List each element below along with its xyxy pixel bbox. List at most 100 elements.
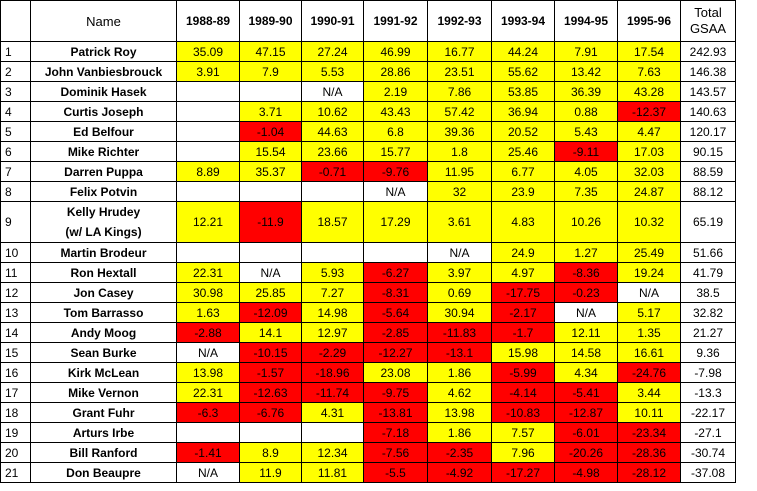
gsaa-value-cell: 7.27 [301, 282, 364, 303]
gsaa-value-cell: 10.32 [617, 201, 681, 243]
gsaa-value-cell: 1.63 [176, 302, 240, 323]
gsaa-value-cell: 5.93 [301, 262, 364, 283]
rank-cell: 5 [0, 121, 31, 142]
gsaa-value-cell: -7.56 [363, 442, 428, 463]
gsaa-table: Name 1988-89 1989-90 1990-91 1991-92 199… [0, 0, 736, 483]
table-row: 15 Sean Burke N/A -10.15 -2.29 -12.27 -13.1 15.… [0, 342, 736, 363]
goalie-name-cell: Don Beaupre [30, 462, 177, 483]
gsaa-value-cell: 1.27 [554, 242, 618, 263]
gsaa-value-cell: 1.86 [427, 362, 492, 383]
total-gsaa-cell: 38.5 [680, 282, 736, 303]
goalie-name-cell: Jon Casey [30, 282, 177, 303]
gsaa-value-cell: 7.91 [554, 41, 618, 62]
total-gsaa-cell: 32.82 [680, 302, 736, 323]
goalie-name-line2: (w/ LA Kings) [65, 225, 142, 239]
gsaa-value-cell: 0.88 [554, 101, 618, 122]
gsaa-value-cell: 25.49 [617, 242, 681, 263]
table-row: 5 Ed Belfour -1.04 44.63 6.8 39.36 20.52 5.43 4.… [0, 121, 736, 142]
gsaa-value-cell: -4.92 [427, 462, 492, 483]
gsaa-value-cell: -2.17 [491, 302, 555, 323]
gsaa-value-cell [176, 242, 240, 263]
season-header: 1992-93 [427, 0, 492, 42]
gsaa-value-cell: 16.77 [427, 41, 492, 62]
gsaa-value-cell: -18.96 [301, 362, 364, 383]
rank-cell: 6 [0, 141, 31, 162]
total-gsaa-cell: 9.36 [680, 342, 736, 363]
gsaa-value-cell: -11.9 [239, 201, 302, 243]
gsaa-value-cell: 24.87 [617, 181, 681, 202]
gsaa-value-cell: 11.81 [301, 462, 364, 483]
gsaa-value-cell: -0.71 [301, 161, 364, 182]
rank-cell: 11 [0, 262, 31, 283]
gsaa-value-cell: 4.62 [427, 382, 492, 403]
gsaa-value-cell: -2.35 [427, 442, 492, 463]
total-gsaa-cell: 146.38 [680, 61, 736, 82]
gsaa-value-cell: 4.05 [554, 161, 618, 182]
gsaa-value-cell: 23.66 [301, 141, 364, 162]
total-gsaa-cell: 143.57 [680, 81, 736, 102]
gsaa-value-cell: 16.61 [617, 342, 681, 363]
gsaa-value-cell: 7.9 [239, 61, 302, 82]
gsaa-value-cell: N/A [363, 181, 428, 202]
gsaa-value-cell: -6.01 [554, 422, 618, 443]
gsaa-value-cell: 12.34 [301, 442, 364, 463]
total-gsaa-cell: 21.27 [680, 322, 736, 343]
goalie-name-cell: Mike Vernon [30, 382, 177, 403]
total-gsaa-cell: 65.19 [680, 201, 736, 243]
goalie-name-cell: Andy Moog [30, 322, 177, 343]
gsaa-value-cell [176, 141, 240, 162]
gsaa-value-cell: 3.91 [176, 61, 240, 82]
gsaa-value-cell: -2.29 [301, 342, 364, 363]
gsaa-value-cell: 57.42 [427, 101, 492, 122]
gsaa-value-cell: 32.03 [617, 161, 681, 182]
gsaa-value-cell: 15.54 [239, 141, 302, 162]
total-gsaa-cell: -27.1 [680, 422, 736, 443]
goalie-name-cell: Mike Richter [30, 141, 177, 162]
gsaa-value-cell: 8.89 [176, 161, 240, 182]
total-gsaa-cell: -37.08 [680, 462, 736, 483]
gsaa-value-cell: -12.09 [239, 302, 302, 323]
gsaa-value-cell: -1.57 [239, 362, 302, 383]
gsaa-value-cell: -6.3 [176, 402, 240, 423]
rank-cell: 18 [0, 402, 31, 423]
rank-cell: 19 [0, 422, 31, 443]
gsaa-value-cell: 17.54 [617, 41, 681, 62]
goalie-name-cell: Darren Puppa [30, 161, 177, 182]
table-row: 3 Dominik Hasek N/A 2.19 7.86 53.85 36.39 43.28… [0, 81, 736, 102]
gsaa-value-cell: 1.8 [427, 141, 492, 162]
goalie-name-cell: Kirk McLean [30, 362, 177, 383]
gsaa-value-cell: N/A [301, 81, 364, 102]
gsaa-value-cell: 11.9 [239, 462, 302, 483]
gsaa-value-cell [239, 422, 302, 443]
gsaa-value-cell: -5.41 [554, 382, 618, 403]
gsaa-value-cell: 35.37 [239, 161, 302, 182]
gsaa-value-cell: 4.31 [301, 402, 364, 423]
total-gsaa-cell: 90.15 [680, 141, 736, 162]
total-gsaa-cell: -22.17 [680, 402, 736, 423]
gsaa-value-cell: -1.41 [176, 442, 240, 463]
gsaa-value-cell: 36.39 [554, 81, 618, 102]
gsaa-value-cell: 44.24 [491, 41, 555, 62]
gsaa-value-cell: -9.75 [363, 382, 428, 403]
gsaa-value-cell: 6.77 [491, 161, 555, 182]
gsaa-value-cell [176, 81, 240, 102]
gsaa-value-cell: 5.43 [554, 121, 618, 142]
gsaa-value-cell: -9.76 [363, 161, 428, 182]
gsaa-value-cell: 17.29 [363, 201, 428, 243]
gsaa-value-cell: N/A [617, 282, 681, 303]
total-gsaa-header: Total GSAA [680, 0, 736, 42]
goalie-name-line1: Kelly Hrudey [66, 205, 141, 219]
gsaa-value-cell: -1.04 [239, 121, 302, 142]
gsaa-value-cell: 7.86 [427, 81, 492, 102]
rank-cell: 13 [0, 302, 31, 323]
rank-cell: 7 [0, 161, 31, 182]
gsaa-value-cell: 2.19 [363, 81, 428, 102]
table-row: 8 Felix Potvin N/A 32 23.9 7.35 24.87 88.12 [0, 181, 736, 202]
season-header: 1994-95 [554, 0, 618, 42]
gsaa-value-cell: -9.11 [554, 141, 618, 162]
gsaa-value-cell: 22.31 [176, 262, 240, 283]
gsaa-value-cell: 10.11 [617, 402, 681, 423]
gsaa-value-cell: 13.42 [554, 61, 618, 82]
season-header: 1990-91 [301, 0, 364, 42]
goalie-name-cell: Kelly Hrudey (w/ LA Kings) [30, 201, 177, 243]
